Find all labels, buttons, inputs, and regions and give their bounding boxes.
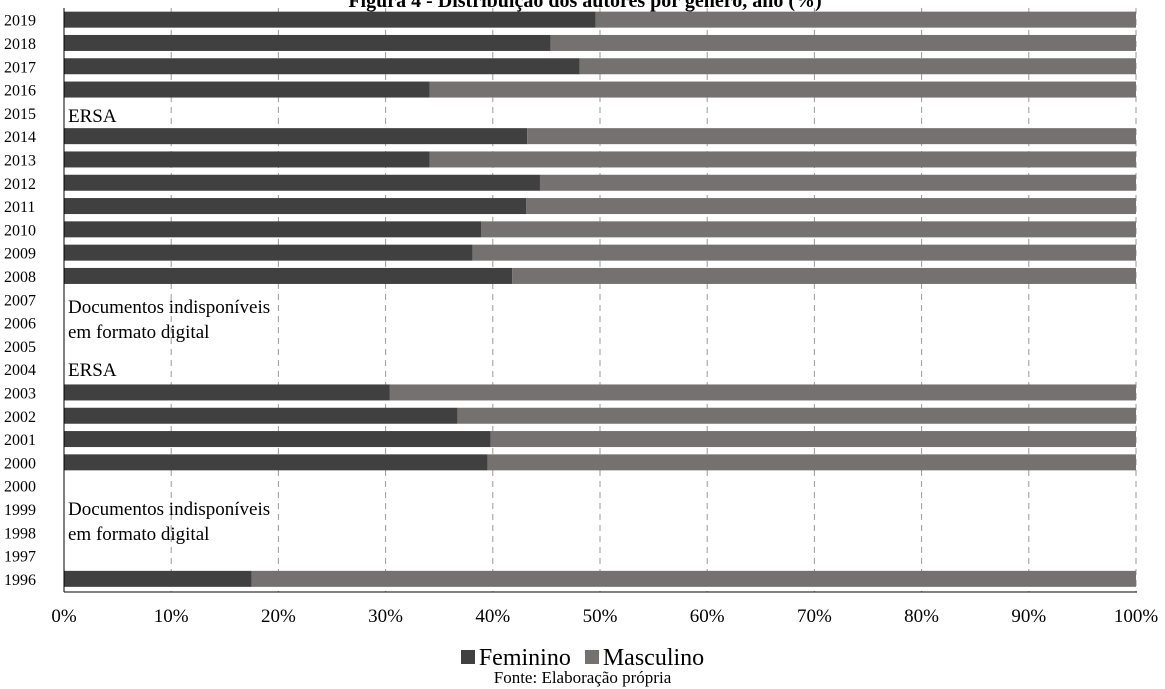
legend: Feminino Masculino (0, 646, 1165, 670)
bar-feminino (64, 431, 491, 448)
y-category-label: 2013 (4, 152, 36, 169)
y-category-label: 2010 (4, 222, 36, 239)
bar-feminino (64, 128, 528, 145)
bar-feminino (64, 81, 430, 98)
y-category-label: 1997 (4, 549, 36, 566)
bar-masculino (389, 384, 1136, 401)
bar-masculino (429, 81, 1136, 98)
bar-masculino (490, 431, 1136, 448)
bar-feminino (64, 11, 596, 28)
y-category-label: 2000 (4, 455, 36, 472)
bar-feminino (64, 58, 580, 75)
legend-item-masculino: Masculino (584, 645, 705, 671)
bar-masculino (539, 174, 1136, 191)
bar-feminino (64, 384, 390, 401)
gridlines (170, 8, 1137, 592)
x-tick-label: 10% (154, 606, 189, 627)
y-category-label: 2000 (4, 479, 36, 496)
y-category-label: 2016 (4, 83, 36, 100)
bar-feminino (64, 570, 252, 587)
bar-masculino (512, 267, 1136, 284)
source-note: Fonte: Elaboração própria (493, 668, 672, 687)
bar-masculino (481, 221, 1136, 238)
y-category-label: 2006 (4, 316, 36, 333)
bar-feminino (64, 221, 482, 238)
x-tick-label: 40% (475, 606, 510, 627)
bar-masculino (527, 128, 1136, 145)
x-tick-label: 20% (261, 606, 296, 627)
annotation-missing-top-line2: em formato digital (68, 322, 209, 343)
bar-feminino (64, 174, 540, 191)
bar-masculino (472, 244, 1136, 261)
y-category-label: 1996 (4, 572, 36, 589)
y-category-label: 2003 (4, 385, 36, 402)
bar-masculino (550, 34, 1136, 51)
y-category-label: 2019 (4, 13, 36, 30)
bar-masculino (579, 58, 1136, 75)
x-tick-label: 70% (797, 606, 832, 627)
legend-item-feminino: Feminino (460, 645, 571, 671)
x-tick-label: 80% (904, 606, 939, 627)
bar-masculino (595, 11, 1136, 28)
y-category-label: 2015 (4, 106, 36, 123)
bar-feminino (64, 34, 551, 51)
bar-feminino (64, 267, 513, 284)
x-tick-label: 30% (368, 606, 403, 627)
y-category-label: 2001 (4, 432, 36, 449)
bar-masculino (251, 570, 1137, 587)
chart-title: Figura 4 - Distribuição dos autores por … (348, 0, 821, 12)
annotation-missing-top-line1: Documentos indisponíveis (68, 297, 270, 318)
y-category-label: 2004 (4, 362, 36, 379)
y-category-label: 2014 (4, 129, 36, 146)
x-tick-label: 50% (583, 606, 618, 627)
y-category-label: 1999 (4, 502, 36, 519)
annotation-missing-bottom-line2: em formato digital (68, 524, 209, 545)
bar-masculino (487, 454, 1136, 471)
bars (64, 11, 1137, 587)
bar-masculino (526, 198, 1136, 215)
x-tick-label: 100% (1114, 606, 1159, 627)
legend-label-feminino: Feminino (478, 645, 571, 671)
annotation-missing-bottom-line1: Documentos indisponíveis (68, 499, 270, 520)
y-axis-labels: 2019 2018 2017 2016 2015 2014 2013 2012 2011 2010… (4, 13, 36, 589)
legend-swatch-feminino (460, 650, 475, 664)
bar-masculino (429, 151, 1136, 168)
bar-masculino (457, 407, 1136, 424)
x-tick-label: 90% (1011, 606, 1046, 627)
y-category-label: 2011 (4, 199, 35, 216)
x-axis-ticks: 0% 10% 20% 30% 40% 50% 60% 70% 80% 90% 100% (51, 606, 1158, 627)
y-category-label: 2007 (4, 292, 36, 309)
y-category-label: 2005 (4, 339, 36, 356)
bar-feminino (64, 151, 430, 168)
y-category-label: 2017 (4, 59, 36, 76)
bar-feminino (64, 407, 458, 424)
y-category-label: 2018 (4, 36, 36, 53)
bar-feminino (64, 244, 473, 261)
y-category-label: 1998 (4, 525, 36, 542)
y-category-label: 2008 (4, 269, 36, 286)
x-tick-label: 60% (690, 606, 725, 627)
y-category-label: 2002 (4, 409, 36, 426)
y-category-label: 2012 (4, 176, 36, 193)
bar-feminino (64, 198, 527, 215)
y-category-label: 2009 (4, 246, 36, 263)
stacked-bar-chart: Figura 4 - Distribuição dos autores por … (4, 0, 1158, 627)
x-tick-label: 0% (51, 606, 77, 627)
bar-feminino (64, 454, 488, 471)
legend-swatch-masculino (584, 650, 599, 664)
annotation-ersa-bottom: ERSA (68, 360, 117, 381)
legend-label-masculino: Masculino (602, 645, 705, 671)
annotation-ersa-top: ERSA (68, 106, 117, 127)
